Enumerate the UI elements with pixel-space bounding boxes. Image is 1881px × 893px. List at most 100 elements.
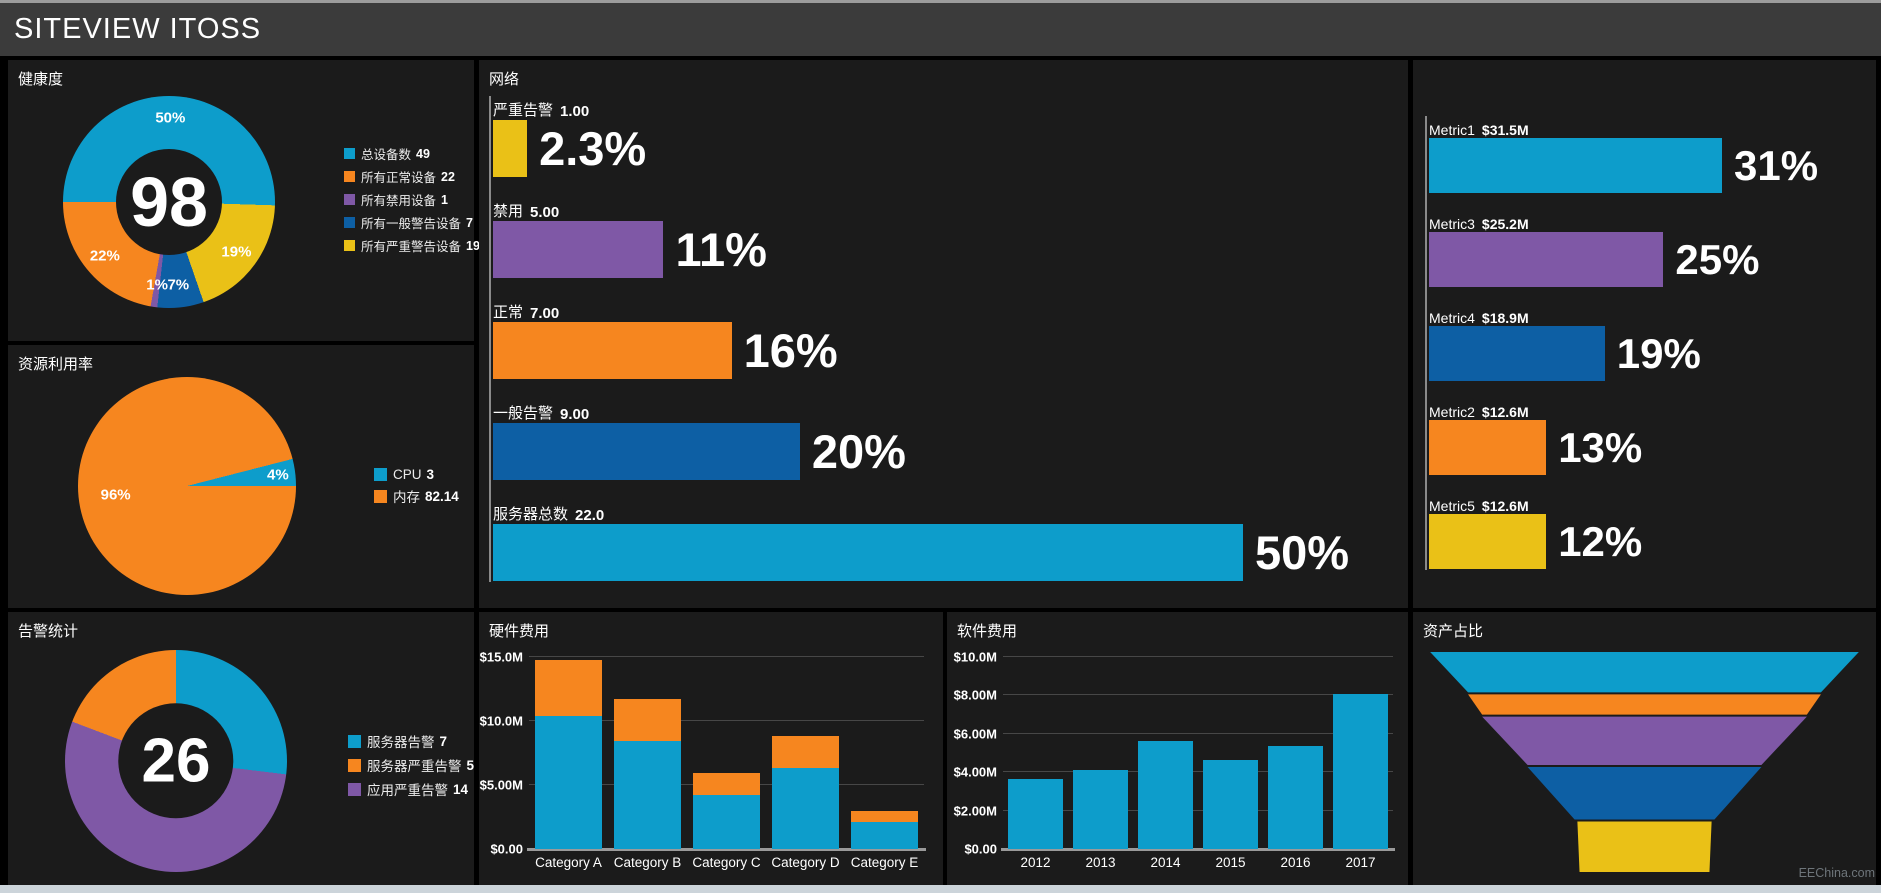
legend-item[interactable]: 服务器告警 7 <box>348 731 474 751</box>
bar-label-value: 7.00 <box>530 305 560 322</box>
bar-segment[interactable] <box>1268 746 1323 849</box>
horizontal-scrollbar[interactable] <box>0 885 1881 893</box>
funnel-layer[interactable] <box>1468 694 1821 715</box>
funnel-layer[interactable] <box>1482 716 1807 766</box>
bar-percent: 12% <box>1558 517 1643 565</box>
bar-2012[interactable] <box>1008 778 1063 849</box>
legend-value: 5 <box>466 757 475 773</box>
legend-item[interactable]: 所有严重警告设备 19 <box>344 236 480 255</box>
bar-label-name: 一般告警 <box>493 405 554 422</box>
bar-segment[interactable] <box>851 810 918 823</box>
bar-label-value: 9.00 <box>560 406 590 423</box>
legend-item[interactable]: 所有一般警告设备 7 <box>344 213 480 232</box>
bar[interactable] <box>493 423 800 480</box>
bar-segment[interactable] <box>614 741 681 849</box>
bar-2015[interactable] <box>1203 759 1258 849</box>
legend-label: 应用严重告警 <box>367 783 448 798</box>
bar-segment[interactable] <box>693 795 760 849</box>
bar-Category D[interactable] <box>772 736 839 849</box>
bar-segment[interactable] <box>1203 759 1258 849</box>
bar-label-value: $18.9M <box>1481 310 1529 326</box>
bar-label: Metric2 $12.6M <box>1429 398 1865 420</box>
bar-Category A[interactable] <box>535 659 602 849</box>
panel-title-health: 健康度 <box>18 71 64 88</box>
watermark: EEChina.com <box>1798 866 1875 880</box>
bar-segment[interactable] <box>772 736 839 769</box>
legend-value: 7 <box>466 215 473 230</box>
bar-segment[interactable] <box>1138 741 1193 849</box>
bar-segment[interactable] <box>772 768 839 849</box>
legend-item[interactable]: 总设备数 49 <box>344 144 480 163</box>
bar-label: Metric5 $12.6M <box>1429 492 1865 514</box>
bar-2014[interactable] <box>1138 741 1193 849</box>
bar[interactable] <box>1429 514 1547 569</box>
bar-Category E[interactable] <box>851 810 918 849</box>
bar[interactable] <box>1429 420 1547 475</box>
bar-segment[interactable] <box>1008 778 1063 849</box>
bar[interactable] <box>493 322 732 379</box>
bar-segment[interactable] <box>614 699 681 742</box>
legend-item[interactable]: 内存 82.14 <box>374 486 459 506</box>
bar-segment[interactable] <box>851 822 918 849</box>
legend-value: 82.14 <box>425 488 459 504</box>
bar-Category C[interactable] <box>693 773 760 849</box>
hbar-row: 禁用 5.00 11% <box>493 197 1394 278</box>
y-tick-label: $0.00 <box>964 841 997 857</box>
bar-label-name: Metric3 <box>1429 216 1475 232</box>
bar[interactable] <box>1429 326 1605 381</box>
legend-value: 22 <box>441 169 455 184</box>
bar-label: Metric4 $18.9M <box>1429 304 1865 326</box>
y-tick-label: $5.00M <box>479 777 523 793</box>
bar-segment[interactable] <box>693 773 760 796</box>
legend-item[interactable]: CPU 3 <box>374 467 459 482</box>
funnel-layer[interactable] <box>1527 767 1762 820</box>
legend-swatch <box>374 468 387 481</box>
bar-segment[interactable] <box>1333 694 1388 849</box>
software-x-axis: 2012 2013 2014 2015 2016 2017 <box>1003 855 1393 875</box>
resource-pie-chart[interactable]: 96% 4% <box>78 377 296 595</box>
legend-item[interactable]: 应用严重告警 14 <box>348 779 474 799</box>
bar-label-name: Metric5 <box>1429 498 1475 514</box>
bar[interactable] <box>493 524 1243 581</box>
legend-item[interactable]: 所有正常设备 22 <box>344 167 480 186</box>
slice-label: 96% <box>100 486 131 504</box>
donut-center-value: 26 <box>141 726 211 795</box>
hardware-x-axis: Category A Category B Category C Category D… <box>529 855 924 875</box>
legend-item[interactable]: 所有禁用设备 1 <box>344 190 480 209</box>
bar-label-name: 服务器总数 <box>493 506 569 523</box>
bar-label-value: $31.5M <box>1481 122 1529 138</box>
bar-segment[interactable] <box>535 715 602 849</box>
bar[interactable] <box>1429 232 1664 287</box>
x-category-label: Category B <box>613 855 682 870</box>
bar[interactable] <box>493 120 528 177</box>
donut-hole: 98 <box>116 149 222 255</box>
bar-2017[interactable] <box>1333 694 1388 849</box>
bar[interactable] <box>493 221 664 278</box>
bar-2013[interactable] <box>1073 770 1128 849</box>
y-tick-label: $2.00M <box>953 803 997 819</box>
bar-label-name: 正常 <box>493 304 524 321</box>
panel-network: 网络 严重告警 1.00 2.3% 禁用 5.00 11% 正常 7.00 16% 一般告警 9.0… <box>479 60 1408 608</box>
x-category-label: 2015 <box>1215 855 1246 870</box>
bar-segment[interactable] <box>1073 770 1128 849</box>
bar[interactable] <box>1429 138 1722 193</box>
x-category-label: 2012 <box>1020 855 1051 870</box>
bar-label: 服务器总数 22.0 <box>493 500 1394 524</box>
funnel-layer[interactable] <box>1430 652 1859 693</box>
legend-label: 总设备数 <box>361 148 412 162</box>
bar-segment[interactable] <box>535 659 602 716</box>
alerts-donut-chart[interactable]: 26 <box>65 650 287 872</box>
panel-title-funnel: 资产占比 <box>1423 623 1484 640</box>
bar-label-name: Metric4 <box>1429 310 1475 326</box>
bar-2016[interactable] <box>1268 746 1323 849</box>
app-header: SITEVIEW ITOSS <box>0 0 1881 56</box>
legend-item[interactable]: 服务器严重告警 5 <box>348 755 474 775</box>
hbar-row: 严重告警 1.00 2.3% <box>493 96 1394 177</box>
health-donut-chart[interactable]: 50% 19% 7% 1% 22% 98 <box>63 96 275 308</box>
bar-Category B[interactable] <box>614 699 681 849</box>
slice-label: 4% <box>266 466 289 484</box>
bar-label-name: 禁用 <box>493 203 524 220</box>
funnel-layer[interactable] <box>1577 821 1712 872</box>
panel-asset-proportion: 资产占比 <box>1413 612 1876 885</box>
legend-swatch <box>344 171 355 182</box>
